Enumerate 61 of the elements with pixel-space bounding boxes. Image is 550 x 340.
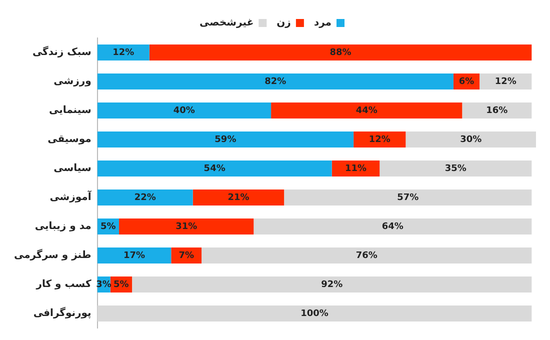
- bar: [97, 102, 272, 118]
- data-label: 59%: [214, 134, 236, 145]
- data-label: 64%: [382, 222, 404, 232]
- bar: [132, 276, 532, 292]
- data-label: 35%: [444, 164, 466, 174]
- bar: [97, 190, 193, 206]
- data-label: 92%: [321, 280, 343, 290]
- y-tick-label: سیاسی: [54, 163, 92, 174]
- bar: [97, 306, 532, 322]
- bar: [480, 74, 532, 90]
- data-label: 5%: [100, 222, 116, 232]
- data-label: 7%: [178, 250, 194, 261]
- data-label: 21%: [228, 192, 250, 203]
- data-label: 40%: [173, 106, 195, 116]
- bar: [462, 102, 532, 118]
- data-label: 6%: [458, 76, 474, 87]
- bar: [406, 132, 536, 148]
- y-tick-label: ورزشی: [54, 76, 92, 88]
- y-tick-label: طنز و سرگرمی: [14, 248, 92, 262]
- bar: [284, 190, 532, 206]
- bar: [97, 44, 150, 60]
- y-tick-label: کسب و کار: [35, 279, 92, 290]
- data-label: 88%: [330, 48, 352, 58]
- data-label: 31%: [176, 222, 198, 232]
- y-tick-label: سبک زندگی: [32, 45, 92, 58]
- bar: [380, 160, 532, 176]
- bar: [97, 248, 172, 264]
- y-tick-label: موسیقی: [48, 134, 92, 146]
- data-label: 44%: [356, 106, 378, 116]
- data-label: 11%: [344, 164, 367, 174]
- data-label: 17%: [123, 250, 145, 261]
- bar: [192, 190, 284, 206]
- bar: [97, 160, 332, 176]
- data-label: 76%: [356, 250, 378, 261]
- data-label: 57%: [397, 192, 419, 203]
- data-label: 5%: [114, 280, 129, 290]
- data-label: 12%: [112, 48, 134, 58]
- y-tick-label: مد و زیبایی: [34, 221, 92, 232]
- data-label: 22%: [134, 192, 156, 203]
- data-label: 30%: [460, 134, 482, 145]
- data-label: 12%: [368, 134, 390, 145]
- bar: [119, 218, 254, 234]
- legend-label: غیرشخصی: [200, 18, 254, 29]
- bar: [354, 132, 406, 148]
- bar: [149, 44, 532, 60]
- y-tick-label: پورنوگرافی: [33, 306, 92, 320]
- data-label: 100%: [300, 308, 328, 319]
- y-tick-label: آموزشی: [50, 190, 92, 204]
- y-tick-label: سینمایی: [48, 105, 92, 116]
- bar: [97, 132, 354, 148]
- legend-label: زن: [276, 18, 292, 29]
- bar: [332, 160, 380, 176]
- bar: [202, 248, 532, 264]
- data-label: 12%: [494, 76, 516, 87]
- bar: [97, 74, 454, 90]
- legend-label: مرد: [314, 18, 332, 29]
- data-label: 54%: [204, 164, 226, 174]
- data-label: 16%: [486, 106, 508, 116]
- bar: [254, 218, 532, 234]
- data-label: 82%: [264, 76, 286, 87]
- bar: [271, 102, 462, 118]
